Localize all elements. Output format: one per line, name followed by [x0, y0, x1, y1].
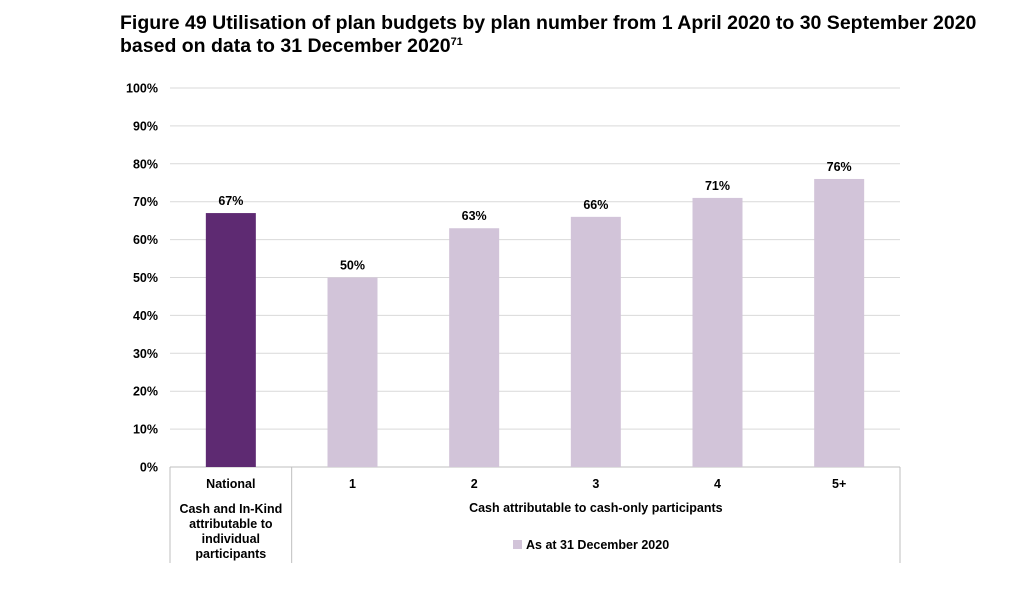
data-label: 66%: [583, 198, 608, 212]
x-tick-label: 1: [349, 477, 356, 491]
data-label: 71%: [705, 179, 730, 193]
y-tick-label: 90%: [133, 119, 158, 133]
title-footnote: 71: [450, 36, 463, 48]
data-label: 67%: [218, 194, 243, 208]
x-tick-label: 3: [592, 477, 599, 491]
data-label: 76%: [827, 160, 852, 174]
bar-2: [449, 228, 500, 467]
y-tick-label: 80%: [133, 157, 158, 171]
x-tick-label: 4: [714, 477, 721, 491]
y-tick-label: 30%: [133, 347, 158, 361]
data-label: 50%: [340, 259, 365, 273]
y-tick-label: 50%: [133, 271, 158, 285]
legend-label: As at 31 December 2020: [526, 538, 669, 552]
bar-3: [570, 216, 621, 467]
y-tick-label: 0%: [140, 461, 158, 475]
y-tick-label: 70%: [133, 195, 158, 209]
bar-1: [327, 277, 378, 467]
legend-swatch: [513, 540, 522, 549]
y-tick-label: 10%: [133, 423, 158, 437]
y-tick-label: 20%: [133, 385, 158, 399]
group-label-cash: Cash attributable to cash-only participa…: [469, 501, 723, 515]
x-tick-label: National: [206, 477, 255, 491]
data-label: 63%: [462, 209, 487, 223]
chart-title-text: Figure 49 Utilisation of plan budgets by…: [120, 12, 977, 57]
y-tick-label: 40%: [133, 309, 158, 323]
bar-4: [692, 197, 743, 467]
y-tick-label: 60%: [133, 233, 158, 247]
bar-5-plus: [814, 178, 865, 467]
x-tick-label: 2: [471, 477, 478, 491]
x-tick-label: 5+: [832, 477, 846, 491]
bar-national: [205, 213, 256, 467]
chart-title: Figure 49 Utilisation of plan budgets by…: [120, 12, 1000, 58]
y-tick-label: 100%: [126, 82, 158, 96]
group-label-national: Cash and In-Kind attributable to individua…: [179, 502, 282, 561]
